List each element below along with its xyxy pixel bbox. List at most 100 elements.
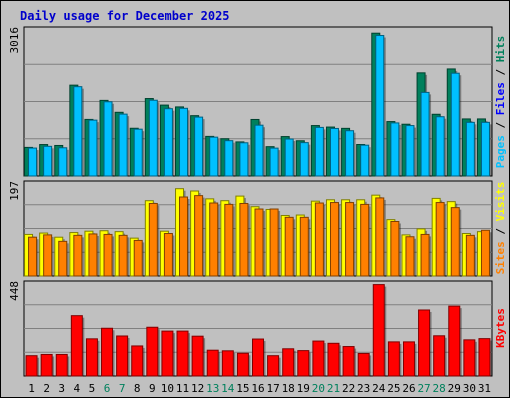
bar-sites-day-19: [299, 216, 309, 277]
day-label-25: 25: [387, 382, 400, 395]
bar-pages-day-11: [179, 107, 189, 177]
bar-pages-day-6: [103, 101, 113, 177]
day-label-17: 17: [266, 382, 279, 395]
bar-pages-day-20: [314, 126, 324, 177]
bar-kbytes-day-1: [25, 355, 38, 377]
bar-kbytes-day-29: [448, 305, 461, 377]
bar-pages-day-7: [118, 113, 128, 177]
bar-kbytes-day-13: [206, 349, 219, 377]
day-label-29: 29: [448, 382, 461, 395]
legend-top: Pages / Files / Hits: [494, 36, 507, 169]
day-label-19: 19: [297, 382, 310, 395]
bar-sites-day-3: [58, 240, 68, 277]
bar-sites-day-10: [163, 233, 173, 277]
bar-kbytes-day-31: [478, 338, 491, 377]
bar-sites-day-18: [284, 216, 294, 277]
bar-pages-day-3: [58, 147, 68, 177]
bar-sites-day-11: [179, 196, 189, 277]
bar-kbytes-day-23: [357, 352, 370, 377]
bar-sites-day-25: [390, 220, 400, 277]
bar-kbytes-day-18: [282, 348, 295, 377]
day-label-14: 14: [221, 382, 235, 395]
bar-kbytes-day-7: [116, 335, 129, 377]
bar-kbytes-day-28: [433, 335, 446, 377]
bar-pages-day-25: [390, 122, 400, 177]
day-label-4: 4: [74, 382, 81, 395]
bar-sites-day-20: [314, 202, 324, 277]
bar-kbytes-day-11: [176, 330, 189, 377]
day-label-2: 2: [43, 382, 50, 395]
day-label-15: 15: [236, 382, 249, 395]
day-label-16: 16: [251, 382, 264, 395]
bar-kbytes-day-19: [297, 350, 310, 377]
bar-pages-day-12: [194, 116, 204, 177]
bar-sites-day-23: [360, 203, 370, 277]
bar-sites-day-30: [465, 234, 475, 277]
bar-pages-day-9: [148, 99, 158, 177]
day-label-24: 24: [372, 382, 386, 395]
day-label-10: 10: [161, 382, 174, 395]
bar-kbytes-day-17: [267, 355, 280, 377]
bar-pages-day-23: [360, 144, 370, 177]
day-label-7: 7: [119, 382, 126, 395]
bar-pages-day-24: [375, 35, 385, 177]
bar-sites-day-9: [148, 202, 158, 277]
bar-sites-day-1: [28, 236, 38, 277]
day-label-23: 23: [357, 382, 370, 395]
bar-sites-day-6: [103, 233, 113, 277]
bar-kbytes-day-30: [463, 339, 476, 377]
bar-sites-day-5: [88, 233, 98, 277]
bar-kbytes-day-2: [40, 353, 53, 377]
bar-pages-day-15: [239, 142, 249, 177]
day-label-11: 11: [176, 382, 189, 395]
day-label-1: 1: [28, 382, 35, 395]
day-label-3: 3: [58, 382, 65, 395]
bar-kbytes-day-20: [312, 340, 325, 377]
y-max-label-top: 3016: [8, 27, 21, 54]
bar-kbytes-day-27: [418, 309, 431, 377]
bar-sites-day-22: [345, 202, 355, 277]
bar-sites-day-14: [224, 203, 234, 277]
bar-pages-day-14: [224, 140, 234, 177]
day-label-9: 9: [149, 382, 156, 395]
day-label-5: 5: [89, 382, 96, 395]
bar-kbytes-day-26: [402, 341, 415, 377]
bar-sites-day-8: [133, 239, 143, 277]
day-label-18: 18: [282, 382, 295, 395]
bar-pages-day-19: [299, 142, 309, 177]
bar-sites-day-15: [239, 202, 249, 277]
day-label-8: 8: [134, 382, 141, 395]
bar-pages-day-8: [133, 128, 143, 177]
bar-sites-day-16: [254, 208, 264, 277]
bar-pages-day-27: [420, 91, 430, 177]
day-label-21: 21: [327, 382, 340, 395]
bar-sites-day-27: [420, 233, 430, 277]
bar-sites-day-21: [329, 202, 339, 277]
bar-kbytes-day-4: [70, 315, 83, 377]
bar-pages-day-10: [163, 108, 173, 177]
bar-kbytes-day-24: [372, 284, 385, 377]
bar-pages-day-21: [329, 127, 339, 177]
bar-pages-day-4: [73, 86, 83, 177]
bar-kbytes-day-25: [387, 341, 400, 377]
bar-pages-day-17: [269, 147, 279, 177]
chart-title: Daily usage for December 2025: [20, 9, 230, 23]
bar-kbytes-day-21: [327, 342, 340, 377]
bar-sites-day-31: [480, 229, 490, 277]
day-label-12: 12: [191, 382, 204, 395]
day-label-28: 28: [433, 382, 446, 395]
bar-pages-day-29: [450, 72, 460, 177]
day-label-13: 13: [206, 382, 219, 395]
legend-bottom: KBytes: [494, 308, 507, 348]
bar-kbytes-day-12: [191, 335, 204, 377]
bar-kbytes-day-3: [55, 353, 68, 377]
bar-kbytes-day-10: [161, 330, 174, 377]
bar-sites-day-4: [73, 234, 83, 277]
y-max-label-middle: 197: [8, 181, 21, 201]
bar-pages-day-5: [88, 119, 98, 177]
bar-sites-day-17: [269, 208, 279, 277]
day-label-30: 30: [463, 382, 476, 395]
day-label-27: 27: [417, 382, 430, 395]
day-label-22: 22: [342, 382, 355, 395]
